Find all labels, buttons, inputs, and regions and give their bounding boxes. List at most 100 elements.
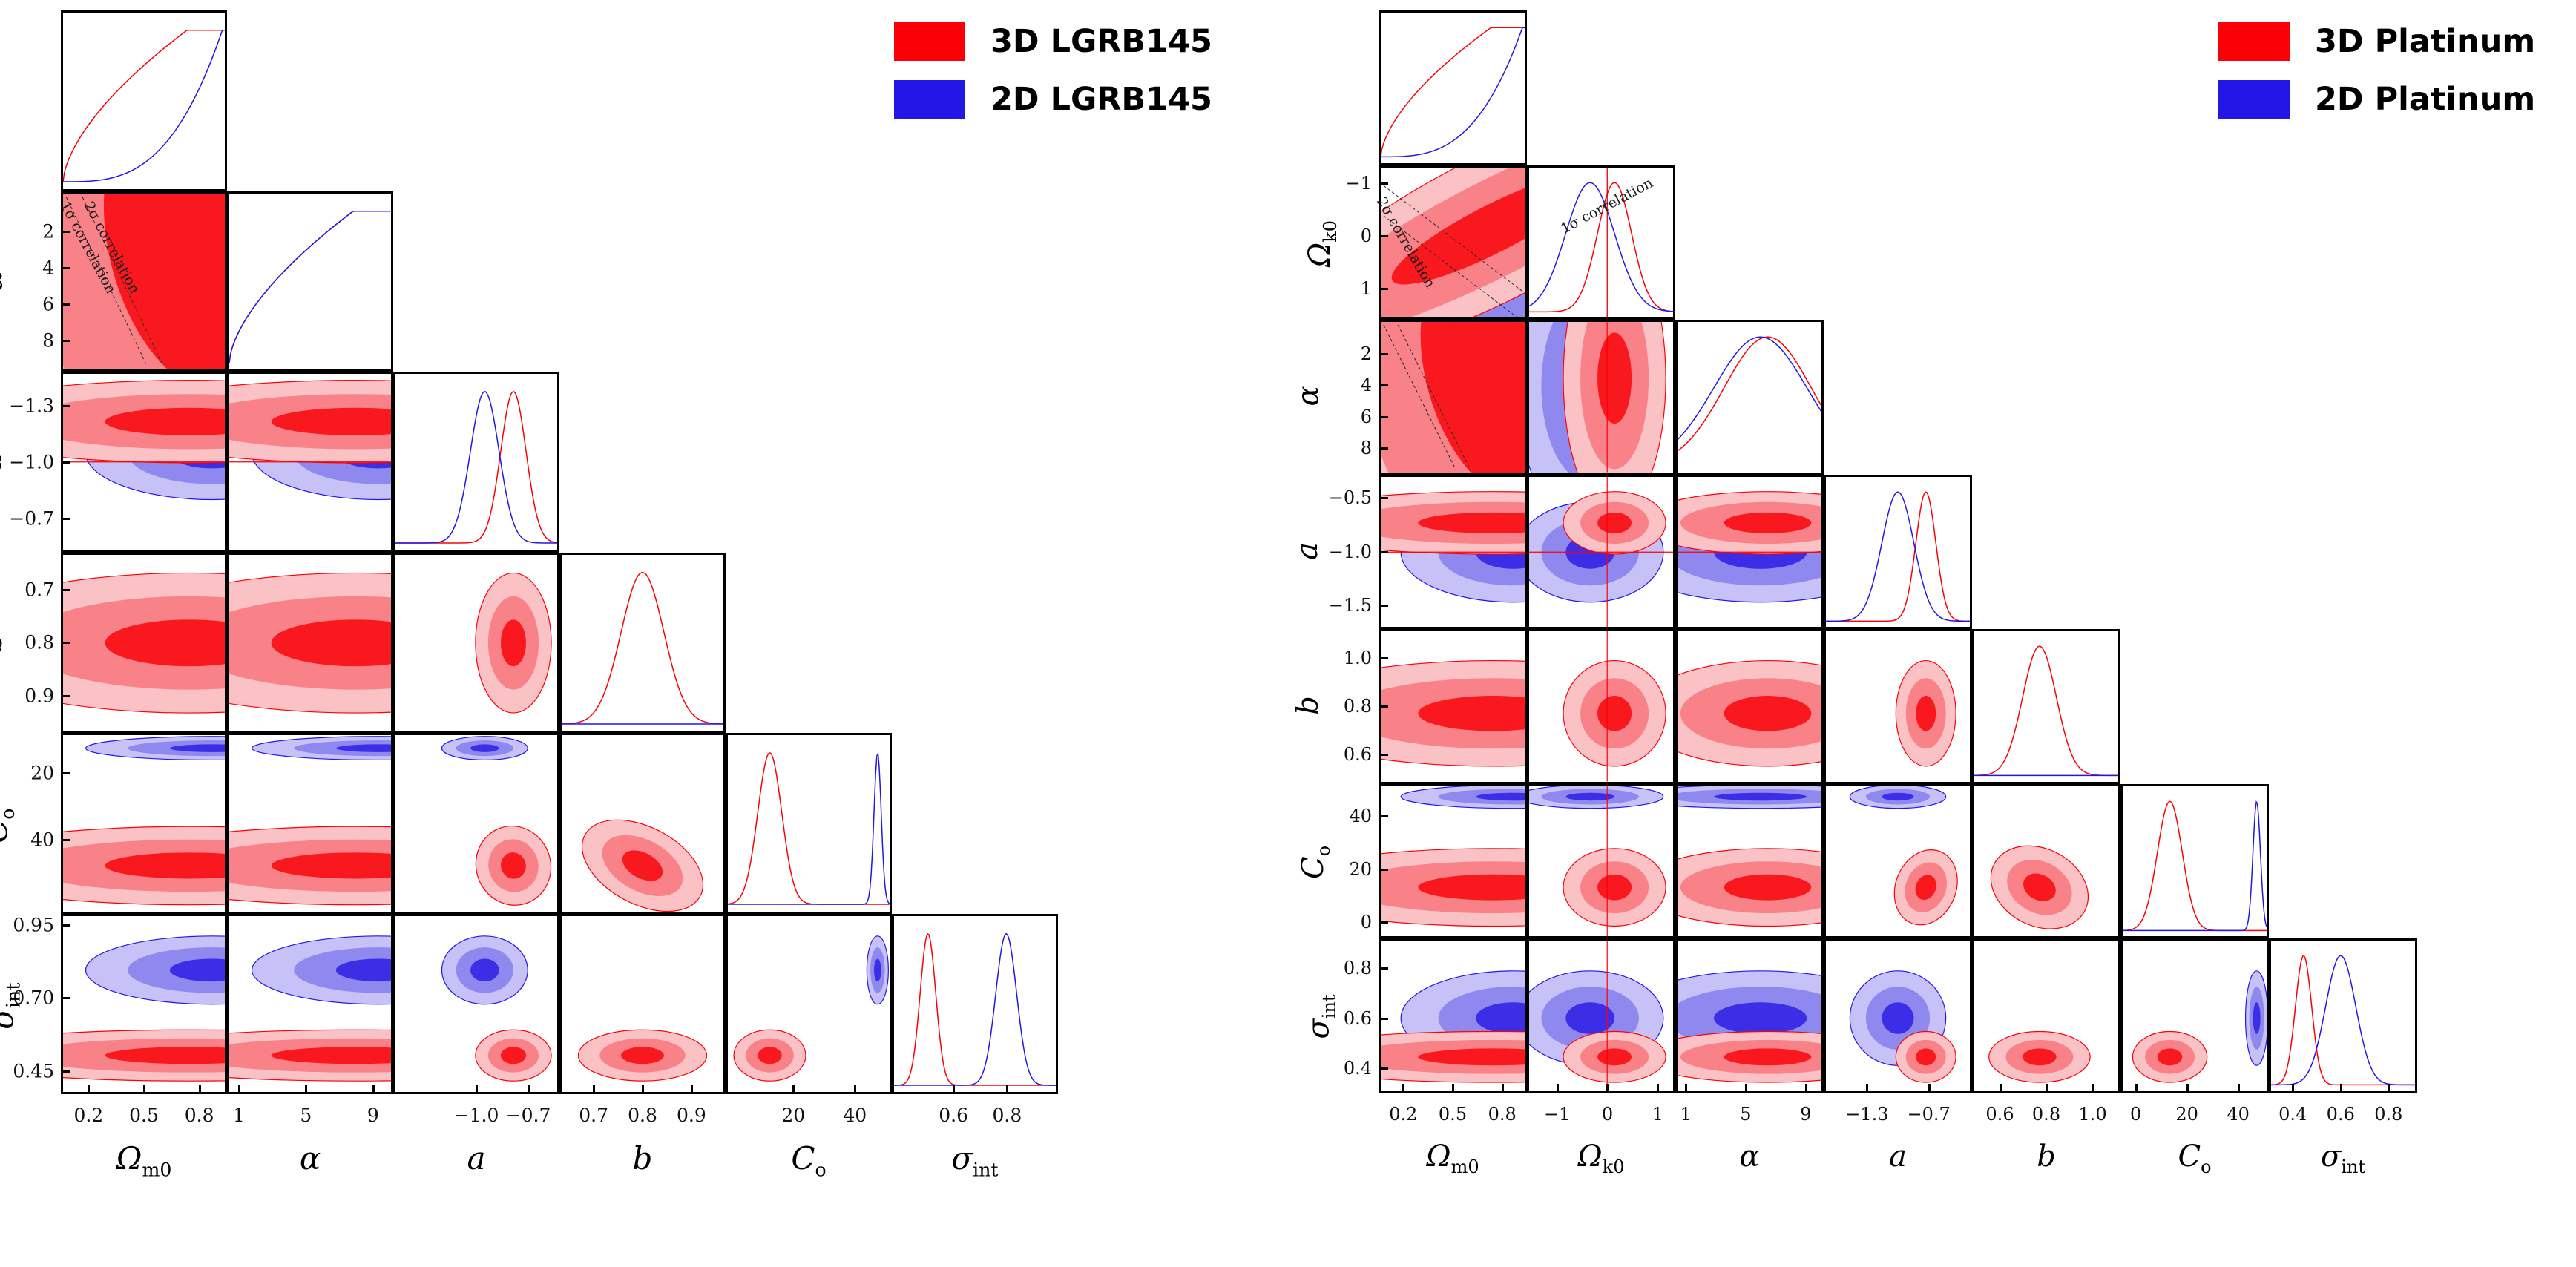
contour-2d-1sigma xyxy=(169,958,225,981)
y-tick xyxy=(1379,497,1388,500)
panel-contour-a-vs-Om0 xyxy=(1379,474,1527,629)
contour-3d-1sigma xyxy=(271,619,391,666)
contour-2d-1sigma xyxy=(1713,792,1807,800)
panel-marginal-Ok0 xyxy=(1527,165,1675,320)
x-axis-title-sint: σint xyxy=(951,1140,999,1181)
x-tick-label: 0.6 xyxy=(939,1105,968,1126)
marginal-curve-2d xyxy=(1678,337,1821,440)
x-axis-title-Om0: Ωm0 xyxy=(116,1140,172,1181)
y-tick xyxy=(61,230,70,233)
x-tick-label: 0.6 xyxy=(2326,1103,2355,1125)
y-tick-label: 1.0 xyxy=(1343,648,1372,669)
y-tick xyxy=(61,588,70,591)
panel-marginal-a xyxy=(1824,474,1972,629)
x-tick-label: 1 xyxy=(1680,1103,1692,1125)
y-tick xyxy=(61,303,70,306)
marginal-curve-2d xyxy=(894,933,1056,1085)
y-axis-title-a: a xyxy=(1289,542,1324,560)
panel-contour-sint-vs-alpha xyxy=(1675,938,1824,1093)
panel-contour-Co-vs-a xyxy=(393,733,559,914)
y-axis-title-alpha: α xyxy=(1291,386,1326,407)
y-tick-label: 6 xyxy=(1360,406,1372,427)
marginal-curve-3d xyxy=(1678,337,1821,451)
legend-item[interactable]: 2D LGRB145 xyxy=(894,80,1212,119)
contour-2d-1sigma xyxy=(169,744,225,752)
marginal-curve-3d xyxy=(1529,182,1673,312)
correlation-guide-line xyxy=(1398,325,1470,469)
contour-2d-1sigma xyxy=(335,958,391,981)
y-tick xyxy=(61,924,70,927)
legend-label-2d: 2D Platinum xyxy=(2315,81,2536,118)
y-tick xyxy=(1379,353,1388,356)
legend-item[interactable]: 3D Platinum xyxy=(2218,22,2535,61)
panel-marginal-sint xyxy=(892,913,1058,1094)
y-axis-title-Co: Co xyxy=(0,808,19,843)
y-tick-label: −1.0 xyxy=(9,451,54,473)
x-tick xyxy=(2292,1083,2295,1093)
contour-2d-1sigma xyxy=(1476,1002,1525,1034)
contour-3d-1sigma xyxy=(105,1046,225,1064)
x-tick xyxy=(642,1085,644,1094)
contour-3d-1sigma xyxy=(2023,1048,2057,1066)
x-tick xyxy=(792,1085,795,1094)
marginal-curve-3d xyxy=(2123,801,2267,930)
panel-contour-sint-vs-a xyxy=(393,913,559,1094)
contour-3d-1sigma xyxy=(1597,512,1632,533)
legend-right: 3D Platinum 2D Platinum xyxy=(2218,22,2535,138)
x-axis-title-sint: σint xyxy=(2320,1139,2366,1177)
y-tick-label: 20 xyxy=(30,762,54,784)
contour-3d-1sigma xyxy=(1418,874,1525,901)
x-tick-label: 0.9 xyxy=(676,1105,706,1126)
x-tick xyxy=(1501,1083,1504,1093)
panel-contour-Co-vs-a xyxy=(1824,783,1972,938)
x-tick xyxy=(953,1085,956,1094)
panel-contour-sint-vs-Co xyxy=(726,913,892,1094)
y-tick xyxy=(61,517,70,520)
x-tick-label: 9 xyxy=(1800,1103,1812,1125)
x-tick-label: 0.8 xyxy=(2374,1103,2403,1125)
y-tick-label: 8 xyxy=(42,329,54,352)
panel-contour-a-vs-alpha xyxy=(227,372,393,553)
y-tick-label: 0.70 xyxy=(13,987,54,1009)
panel-contour-Co-vs-alpha xyxy=(1675,783,1824,938)
panel-contour-sint-vs-Om0 xyxy=(1379,938,1527,1093)
y-axis-title-a: a xyxy=(0,453,8,472)
y-tick-label: −1.3 xyxy=(9,395,54,417)
legend-swatch-2d xyxy=(894,80,965,119)
y-tick-label: 40 xyxy=(1349,805,1372,826)
y-tick-label: 0 xyxy=(1360,225,1372,246)
marginal-curve-3d xyxy=(229,211,391,362)
panel-marginal-Co xyxy=(2120,783,2269,938)
panel-contour-b-vs-Ok0 xyxy=(1527,629,1675,784)
x-tick xyxy=(528,1085,530,1094)
y-tick xyxy=(61,772,70,775)
y-tick-label: 0.6 xyxy=(1343,744,1372,766)
marginal-curve-2d xyxy=(1529,182,1673,312)
x-tick-label: 20 xyxy=(781,1105,806,1126)
contour-2d-1sigma xyxy=(1713,1002,1807,1034)
x-axis-title-Co: Co xyxy=(791,1140,827,1181)
contour-3d-1sigma xyxy=(103,193,225,369)
contour-2d-1sigma xyxy=(1882,1002,1914,1034)
y-tick-label: 40 xyxy=(30,829,54,851)
x-tick xyxy=(305,1085,308,1094)
x-tick-label: −1.0 xyxy=(453,1105,499,1126)
legend-item[interactable]: 3D LGRB145 xyxy=(894,22,1212,61)
contour-3d-1sigma xyxy=(1420,322,1525,473)
y-tick-label: 4 xyxy=(42,257,54,279)
y-tick xyxy=(1379,384,1388,387)
y-axis-title-b: b xyxy=(0,633,9,653)
x-tick-label: 0.6 xyxy=(1985,1103,2014,1125)
panel-contour-Co-vs-Om0 xyxy=(61,733,227,914)
x-tick xyxy=(2186,1083,2189,1093)
contour-3d-1sigma xyxy=(1597,874,1632,901)
panel-contour-Co-vs-Om0 xyxy=(1379,783,1527,938)
y-tick xyxy=(61,694,70,697)
legend-item[interactable]: 2D Platinum xyxy=(2218,80,2535,119)
contour-2d-1sigma xyxy=(470,744,499,752)
x-tick-label: 0.8 xyxy=(1488,1103,1517,1125)
contour-3d-1sigma xyxy=(105,619,225,666)
contour-3d-1sigma xyxy=(500,619,526,666)
contour-2d-1sigma xyxy=(1565,792,1615,800)
y-tick-label: 0.4 xyxy=(1343,1057,1372,1079)
